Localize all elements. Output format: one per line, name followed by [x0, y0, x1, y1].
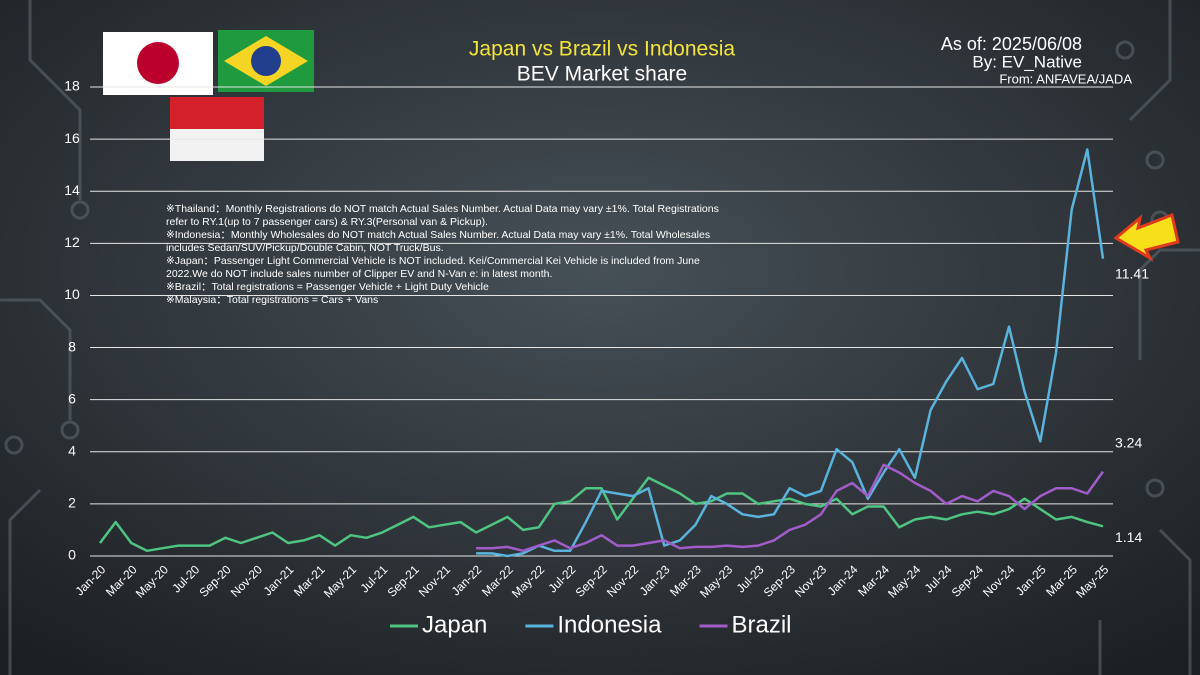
indonesia-flag — [170, 97, 264, 161]
as-of: As of: 2025/06/08 — [941, 34, 1082, 54]
y-tick-label: 2 — [68, 495, 76, 511]
legend-label: Japan — [422, 611, 487, 638]
note: ※Brazil：Total registrations = Passenger … — [166, 281, 489, 293]
source: From: ANFAVEA/JADA — [999, 71, 1132, 86]
note: ※Japan：Passenger Light Commercial Vehicl… — [166, 255, 700, 280]
arrow — [1113, 212, 1180, 262]
legend-label: Brazil — [731, 611, 791, 638]
y-tick-label: 12 — [64, 234, 80, 250]
y-tick-label: 10 — [64, 286, 80, 302]
series-line — [476, 148, 1105, 558]
series-line — [476, 463, 1105, 553]
series-line — [99, 476, 1104, 553]
y-tick-label: 6 — [68, 390, 76, 406]
chart-title: Japan vs Brazil vs Indonesia — [469, 38, 735, 61]
japan-flag — [103, 32, 213, 95]
end-label: 1.14 — [1115, 529, 1142, 545]
legend-label: Indonesia — [557, 611, 662, 638]
author: By: EV_Native — [972, 52, 1082, 71]
chart-subtitle: BEV Market share — [517, 63, 687, 86]
brazil-flag — [218, 30, 314, 92]
notes: ※Thailand：Monthly Registrations do NOT m… — [166, 203, 726, 307]
y-tick-label: 16 — [64, 130, 80, 146]
note: ※Thailand：Monthly Registrations do NOT m… — [166, 203, 719, 228]
end-label: 11.41 — [1115, 265, 1149, 281]
y-tick-label: 4 — [68, 442, 76, 458]
y-tick-label: 8 — [68, 338, 76, 354]
y-tick-label: 14 — [64, 182, 80, 198]
note: ※Malaysia：Total registrations = Cars + V… — [166, 294, 379, 306]
note: ※Indonesia：Monthly Wholesales do NOT mat… — [166, 229, 711, 254]
end-label: 3.24 — [1115, 434, 1142, 450]
y-tick-label: 0 — [68, 547, 76, 563]
y-tick-label: 18 — [64, 78, 80, 94]
